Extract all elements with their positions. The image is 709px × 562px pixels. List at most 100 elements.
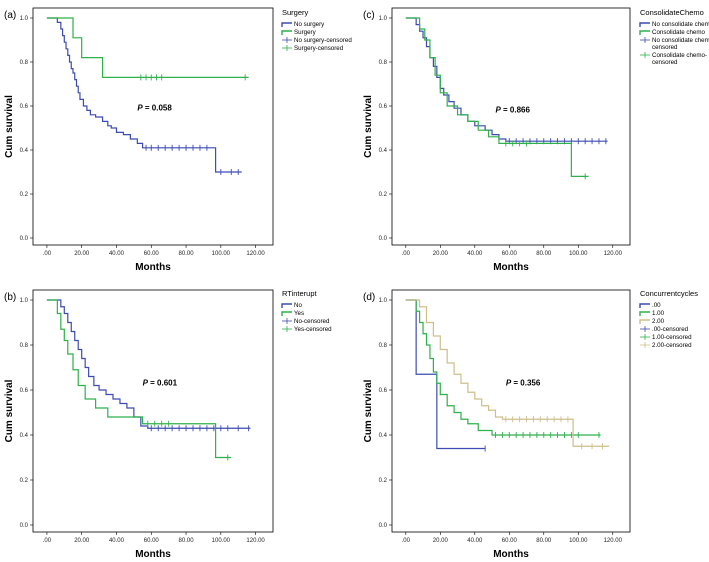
y-tick-label: 1.0 — [20, 16, 29, 22]
legend-swatch — [281, 303, 292, 308]
x-tick-label: 60.00 — [502, 251, 518, 257]
x-tick-label: 40.00 — [467, 251, 483, 257]
panel-3: (d) 0.0 0.2 0.4 0.6 0.8 1.0 .00 20.00 40.00 60.00 8… — [363, 289, 698, 560]
series-line-1 — [405, 17, 589, 177]
legend-title: Concurrentcycles — [640, 289, 698, 298]
y-axis-label: Cum survival — [4, 379, 15, 442]
p-symbol: P — [495, 106, 501, 115]
p-value-text: = 0.356 — [511, 379, 541, 388]
y-tick-label: 0.0 — [379, 236, 388, 242]
series-line-2 — [405, 299, 610, 447]
x-tick-label: 60.00 — [144, 538, 160, 544]
y-tick-label: 0.4 — [379, 433, 388, 439]
y-tick-label: 1.0 — [379, 298, 388, 304]
series-line-0 — [405, 17, 608, 142]
y-tick-label: 0.0 — [20, 523, 29, 529]
y-tick-label: 0.2 — [379, 192, 388, 198]
y-tick-label: 0.2 — [20, 192, 29, 198]
x-axis-label: Months — [493, 549, 529, 560]
y-tick-label: 0.8 — [20, 60, 29, 66]
plot-frame — [391, 289, 631, 533]
x-tick-label: 80.00 — [179, 251, 195, 257]
x-axis-label: Months — [135, 262, 171, 273]
x-axis-label: Months — [493, 262, 529, 273]
x-tick-label: 100.00 — [212, 538, 231, 544]
legend-label: 2.00-censored — [652, 342, 692, 349]
panel-label: (c) — [363, 10, 375, 21]
series-line-1 — [46, 299, 232, 459]
p-value: P = 0.866 — [495, 106, 530, 115]
p-symbol: P — [506, 379, 512, 388]
y-tick-label: 0.8 — [379, 60, 388, 66]
x-tick-label: .00 — [43, 538, 52, 544]
legend-label: No-censored — [294, 318, 330, 325]
x-tick-label: 100.00 — [569, 538, 588, 544]
x-tick-label: 40.00 — [109, 538, 125, 544]
legend-label: No consolidate chemo- — [652, 37, 709, 44]
y-axis-label: Cum survival — [4, 95, 15, 158]
y-tick-label: 1.0 — [379, 16, 388, 22]
x-tick-label: 120.00 — [246, 538, 265, 544]
y-tick-label: 0.2 — [379, 478, 388, 484]
panel-2: (b) 0.0 0.2 0.4 0.6 0.8 1.0 .00 20.00 40.00 60.00 8… — [4, 289, 332, 560]
y-tick-label: 0.0 — [20, 236, 29, 242]
x-tick-label: 80.00 — [536, 538, 552, 544]
x-tick-label: 20.00 — [433, 251, 449, 257]
legend-swatch — [639, 22, 650, 27]
p-value-text: = 0.601 — [148, 379, 178, 388]
y-tick-label: 1.0 — [20, 298, 29, 304]
panel-label: (a) — [4, 10, 16, 21]
x-tick-label: 20.00 — [74, 251, 90, 257]
p-value-text: = 0.058 — [143, 103, 173, 112]
y-axis-label: Cum survival — [363, 95, 374, 158]
x-tick-label: 100.00 — [569, 251, 588, 257]
x-tick-label: 20.00 — [433, 538, 449, 544]
legend-label: No — [294, 302, 302, 309]
legend-swatch — [281, 22, 292, 27]
panel-1: (c) 0.0 0.2 0.4 0.6 0.8 1.0 .00 20.00 40.00 60.00 8… — [363, 7, 709, 273]
legend-label: censored — [652, 59, 678, 66]
p-symbol: P — [143, 379, 149, 388]
legend-swatch — [639, 303, 650, 308]
p-value: P = 0.058 — [137, 103, 172, 112]
legend-label: Consolidate chemo — [652, 29, 706, 36]
y-tick-label: 0.6 — [20, 104, 29, 110]
y-axis-label: Cum survival — [363, 379, 374, 442]
legend-label: censored — [652, 44, 678, 51]
series-line-1 — [46, 17, 249, 78]
x-tick-label: 100.00 — [212, 251, 231, 257]
series-line-0 — [46, 299, 251, 429]
y-tick-label: 0.4 — [379, 148, 388, 154]
x-tick-label: 80.00 — [536, 251, 552, 257]
panel-label: (d) — [363, 292, 375, 303]
x-tick-label: 120.00 — [604, 538, 623, 544]
legend-title: ConsolidateChemo — [640, 8, 704, 17]
legend-label: No surgery — [294, 21, 325, 28]
y-tick-label: 0.6 — [379, 104, 388, 110]
plot-frame — [32, 289, 274, 533]
plot-frame — [391, 7, 631, 246]
panel-label: (b) — [4, 292, 16, 303]
y-tick-label: 0.2 — [20, 478, 29, 484]
y-tick-label: 0.6 — [20, 388, 29, 394]
x-axis-label: Months — [135, 549, 171, 560]
x-tick-label: 20.00 — [74, 538, 90, 544]
legend-swatch — [281, 30, 292, 35]
legend-label: No consolidate chemo — [652, 21, 709, 28]
x-tick-label: 120.00 — [604, 251, 623, 257]
legend-label: Surgery — [294, 29, 317, 36]
p-value-text: = 0.866 — [501, 106, 531, 115]
legend-label: 2.00 — [652, 318, 665, 325]
p-value: P = 0.356 — [506, 379, 541, 388]
legend-label: Consolidate chemo- — [652, 52, 707, 59]
legend-label: 1.00 — [652, 310, 665, 317]
p-symbol: P — [137, 103, 143, 112]
x-tick-label: 40.00 — [467, 538, 483, 544]
legend-label: 1.00-censored — [652, 334, 692, 341]
series-line-0 — [46, 17, 242, 173]
series-line-1 — [405, 299, 601, 436]
legend-label: Surgery-censored — [294, 45, 344, 52]
